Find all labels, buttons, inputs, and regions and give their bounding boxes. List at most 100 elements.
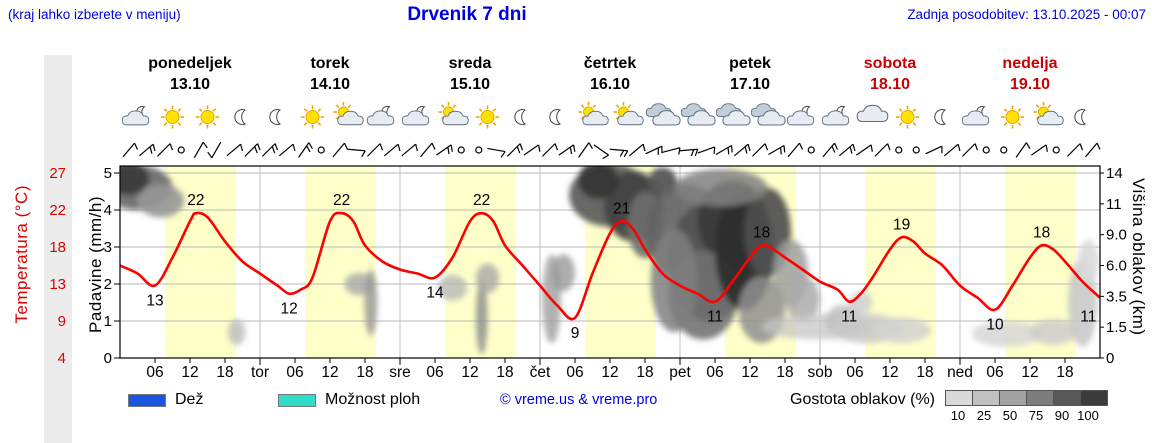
cloud-blob: [551, 254, 575, 292]
cloud-height-tick-label: 14: [1106, 165, 1123, 182]
day-abbr-label: sob: [808, 364, 833, 381]
hour-tick-label: 12: [321, 364, 338, 381]
calm-wind-icon: [895, 146, 903, 154]
wind-barb-icon: [1031, 144, 1048, 156]
temp-value-label: 22: [187, 192, 204, 209]
showers-legend-label: Možnost ploh: [325, 391, 421, 408]
cloud-blob: [1030, 319, 1077, 346]
sun-cloud-icon: [333, 102, 364, 126]
day-name: torek: [310, 55, 349, 72]
cloud-blob: [475, 263, 500, 294]
cloud-blob: [849, 291, 873, 314]
calm-wind-icon: [177, 146, 185, 154]
wind-barb-icon: [856, 144, 873, 156]
cloud-height-tick-label: 6.0: [1106, 258, 1127, 275]
precip-tick-label: 0: [104, 350, 112, 367]
temp-value-label: 11: [707, 309, 723, 326]
cloud-blob: [364, 269, 378, 336]
temperature-value-labels: 13 22 12 22 14 22 9 21 11 18 11 19 10 18 11: [146, 192, 1096, 342]
calm-wind-icon: [1000, 146, 1008, 154]
cloud-density-value: 25: [976, 408, 992, 423]
cloud-blob: [971, 321, 1042, 347]
temperature-tick-label: 13: [49, 276, 66, 293]
calm-wind-icon: [912, 146, 920, 154]
wind-barb-icon: [138, 143, 156, 157]
location-hint: (kraj lahko izberete v meniju): [8, 7, 181, 22]
sun-icon: [476, 105, 499, 129]
wind-barb-icon: [487, 147, 506, 158]
hour-tick-label: 12: [461, 364, 478, 381]
wind-barb-icon: [383, 143, 401, 157]
sun-icon: [196, 105, 219, 129]
wind-barb-icon: [961, 143, 979, 157]
cloud-density-legend-label: Gostota oblakov (%): [790, 391, 935, 408]
clouds-icon: [715, 103, 751, 126]
day-name: sobota: [864, 55, 917, 72]
cloud-blob: [577, 166, 619, 199]
sun-cloud-icon: [1033, 102, 1064, 126]
precip-tick-label: 4: [104, 202, 112, 219]
calm-wind-icon: [982, 146, 990, 154]
moon-icon: [234, 109, 246, 125]
hour-tick-label: 06: [146, 364, 163, 381]
wind-barb-icon: [925, 145, 943, 155]
precip-tick-label: 3: [104, 239, 112, 256]
wind-barb-icon: [506, 143, 524, 157]
calm-wind-icon: [807, 146, 815, 154]
last-update-text: Zadnja posodobitev: 13.10.2025 - 00:07: [907, 7, 1146, 22]
cloud-density-value: 100: [1077, 408, 1099, 423]
day-abbr-label: tor: [251, 364, 269, 381]
cloud-density-swatch: [945, 390, 973, 406]
moon-cloud-icon: [786, 105, 815, 126]
sun-cloud-icon: [438, 102, 469, 126]
wind-barb-icon: [156, 143, 174, 157]
cloud-density-value: 90: [1054, 408, 1070, 423]
temp-value-label: 9: [571, 325, 580, 342]
cloud-blob: [1077, 239, 1099, 284]
wind-barb-icon: [436, 144, 453, 156]
day-date: 15.10: [450, 76, 490, 93]
clouds-icon: [750, 103, 786, 126]
wind-barb-icon: [523, 144, 541, 156]
wind-barb-icon: [207, 141, 222, 159]
precip-tick-label: 2: [104, 276, 112, 293]
temp-value-label: 22: [333, 192, 350, 209]
day-name: nedelja: [1002, 55, 1057, 72]
temp-value-label: 18: [1033, 224, 1050, 241]
rain-legend-label: Dež: [175, 391, 204, 408]
day-abbr-label: sre: [389, 364, 411, 381]
sun-cloud-icon: [578, 102, 609, 126]
wind-barb-icon: [193, 141, 208, 159]
wind-barb-icon: [697, 146, 716, 154]
rain-legend-swatch: [128, 394, 166, 407]
clouds-icon: [645, 103, 681, 126]
wind-barb-icon: [609, 148, 629, 158]
hour-tick-label: 12: [741, 364, 758, 381]
wind-barb-icon: [226, 143, 244, 157]
wind-barb-icon: [1066, 143, 1084, 157]
page-title: Drvenik 7 dni: [407, 4, 527, 25]
sun-icon: [161, 105, 184, 129]
day-headers: ponedeljek 13.10 torek 14.10 sreda 15.10 četrt…: [148, 55, 1057, 93]
wind-barb-icon: [401, 143, 419, 157]
cloud-density-value: 10: [950, 408, 966, 423]
day-date: 13.10: [170, 76, 210, 93]
cloud-blob: [872, 317, 931, 344]
temperature-curve: [120, 211, 1100, 321]
moon-icon: [269, 109, 281, 125]
day-abbr-label: ned: [947, 364, 973, 381]
cloud-height-tick-label: 9.0: [1106, 227, 1127, 244]
cloud-density-value: 75: [1028, 408, 1044, 423]
calm-wind-icon: [1052, 146, 1060, 154]
hour-tick-label: 18: [636, 364, 653, 381]
moon-cloud-icon: [121, 105, 150, 126]
cloud-blob: [475, 280, 488, 355]
wind-barb-icon: [122, 142, 139, 158]
hour-tick-label: 12: [1021, 364, 1038, 381]
wind-barb-icon: [679, 148, 699, 157]
wind-barb-icon: [578, 142, 593, 158]
hour-tick-label: 18: [916, 364, 933, 381]
cloud-blob: [650, 228, 698, 333]
cloud-blob: [137, 184, 185, 218]
